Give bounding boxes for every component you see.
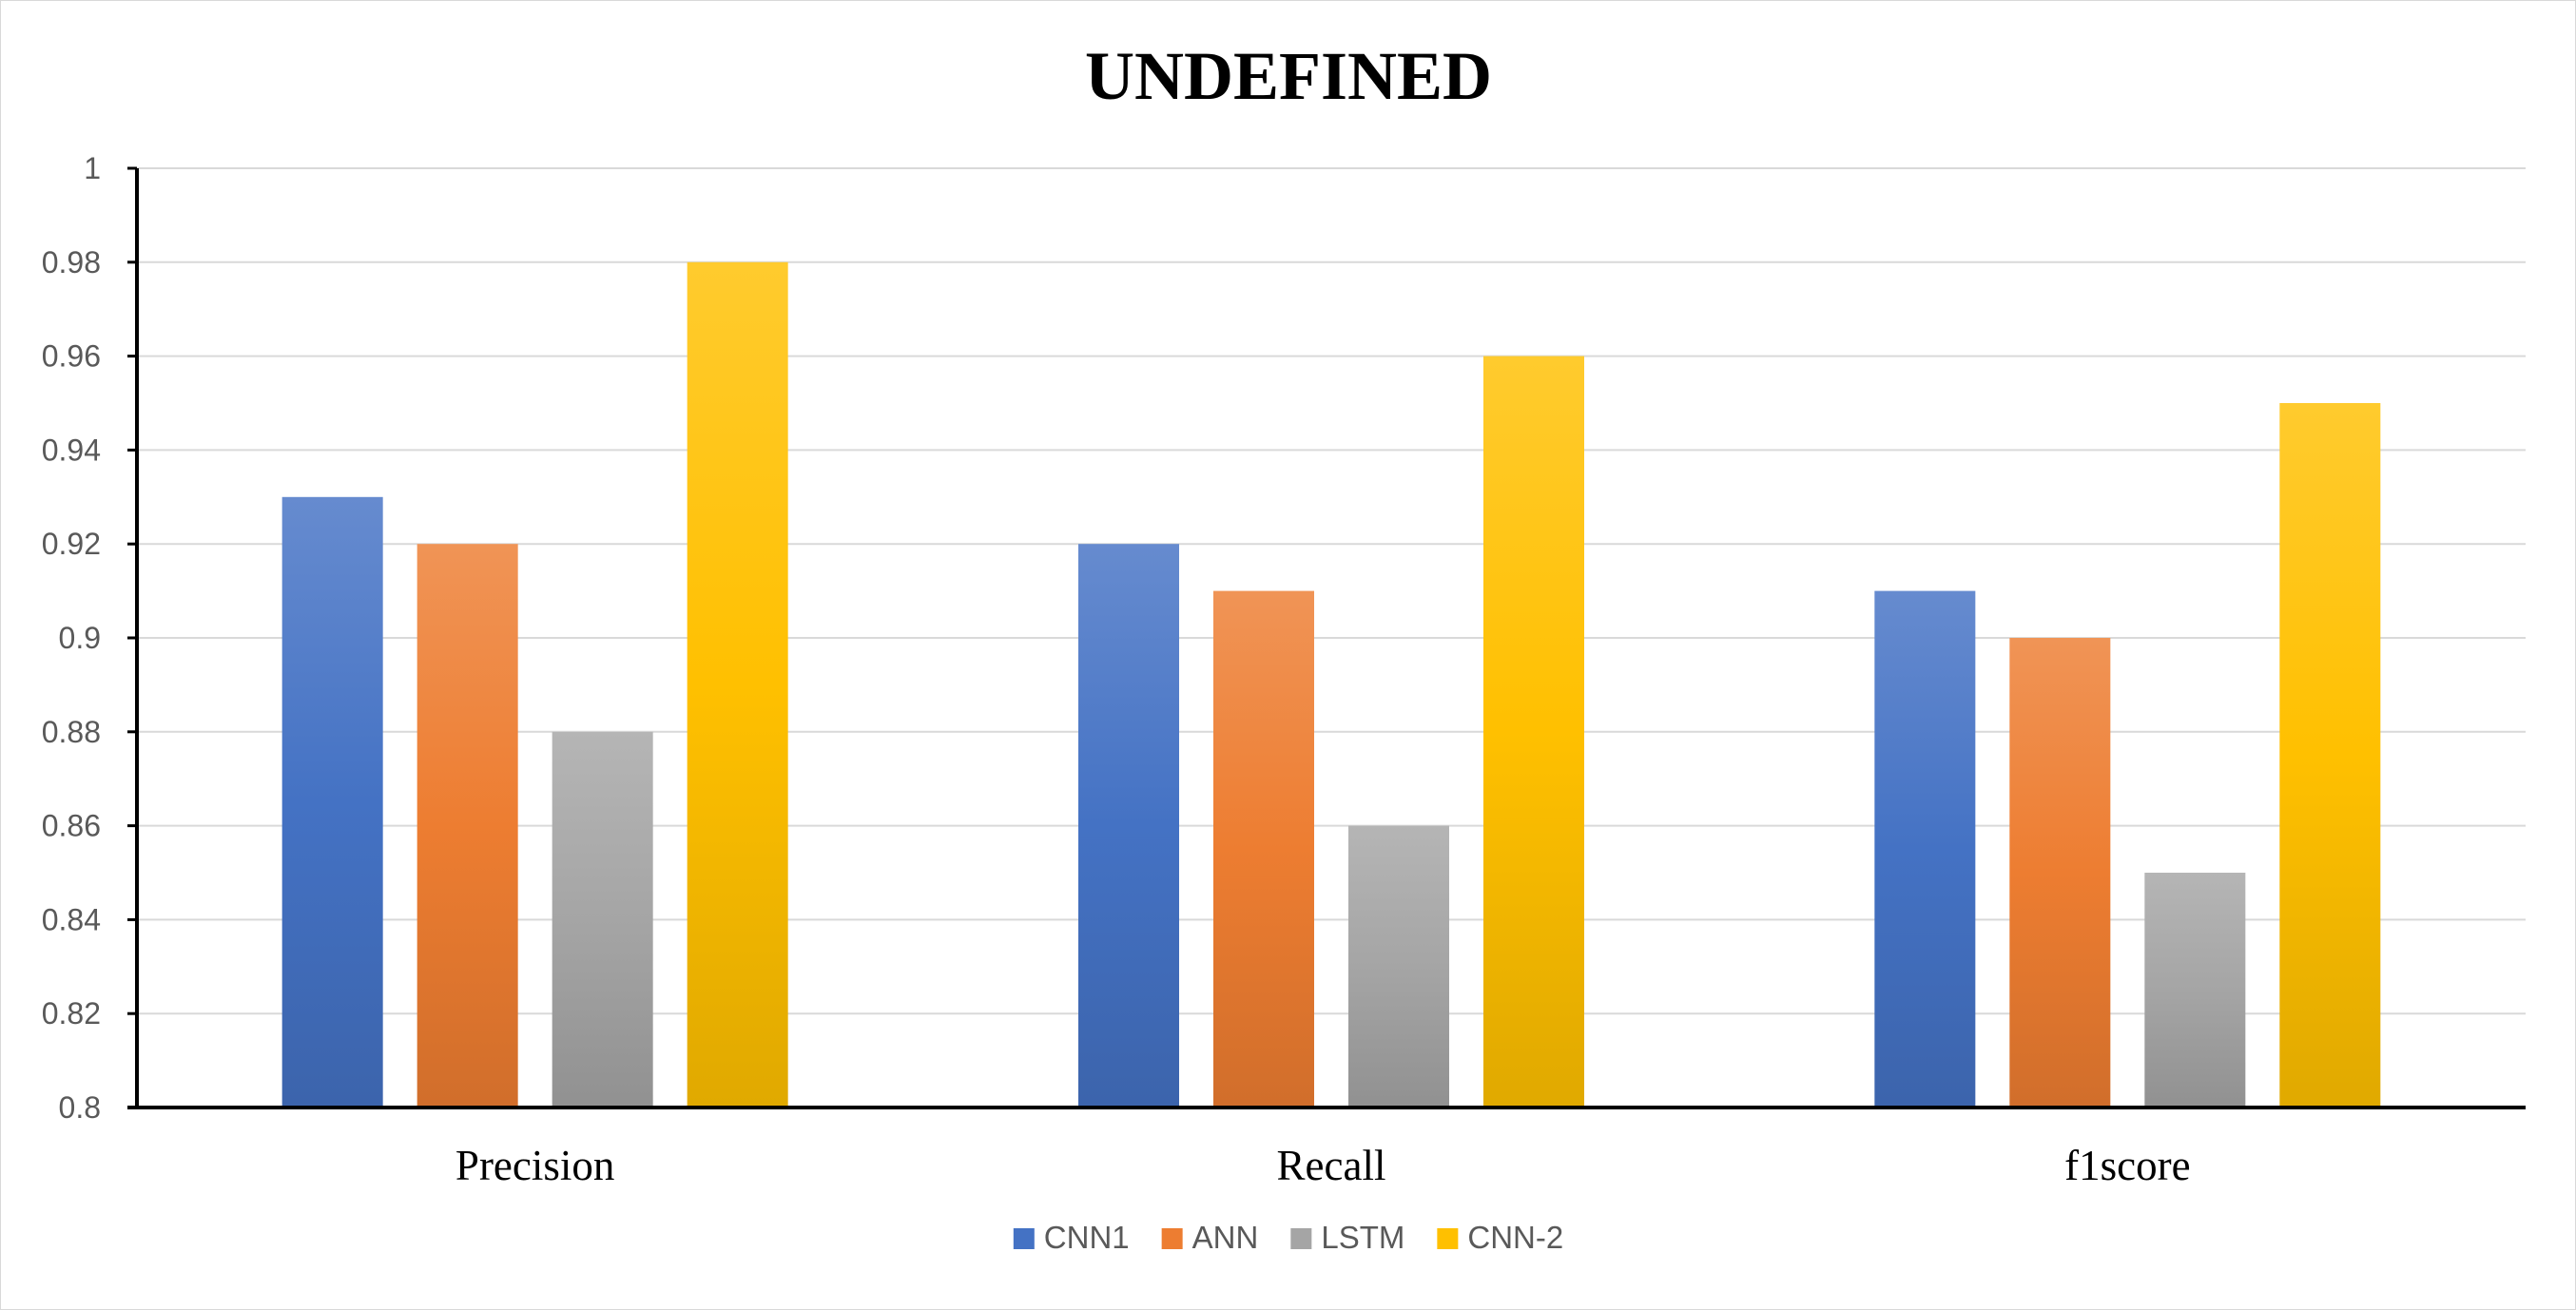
- bar-cnn-2-recall: [1483, 356, 1584, 1108]
- y-tick-label: 0.84: [42, 902, 101, 936]
- bars: [281, 261, 2381, 1108]
- bar-lstm-recall: [1348, 825, 1449, 1108]
- y-tick-label: 0.96: [42, 339, 101, 374]
- legend-item-lstm: LSTM: [1290, 1220, 1404, 1255]
- bar-cnn-2-f1score: [2279, 403, 2381, 1108]
- legend-item-cnn1: CNN1: [1013, 1220, 1130, 1255]
- x-category-label: Precision: [455, 1142, 614, 1189]
- legend-swatch: [1013, 1228, 1035, 1249]
- legend-label: LSTM: [1321, 1220, 1404, 1255]
- chart-title: UNDEFINED: [1085, 38, 1492, 114]
- y-tick-label: 0.88: [42, 715, 101, 749]
- bar-cnn1-recall: [1078, 544, 1179, 1108]
- y-tick-label: 0.98: [42, 245, 101, 279]
- bar-lstm-precision: [552, 731, 653, 1108]
- gridlines: [137, 167, 2526, 1015]
- y-tick-label: 0.8: [59, 1090, 101, 1125]
- bar-cnn-2-precision: [687, 261, 788, 1108]
- bar-lstm-f1score: [2144, 873, 2246, 1108]
- bar-ann-precision: [416, 544, 518, 1108]
- y-tick-label: 0.82: [42, 996, 101, 1031]
- x-category-label: f1score: [2064, 1142, 2190, 1189]
- y-tick-label: 0.92: [42, 527, 101, 561]
- legend-swatch: [1437, 1228, 1459, 1249]
- bar-cnn1-f1score: [1874, 590, 1976, 1108]
- legend: CNN1 ANN LSTM CNN-2: [1013, 1220, 1563, 1255]
- y-tick-label: 0.9: [59, 621, 101, 655]
- legend-item-cnn-2: CNN-2: [1437, 1220, 1563, 1255]
- legend-swatch: [1290, 1228, 1312, 1249]
- legend-swatch: [1161, 1228, 1183, 1249]
- legend-item-ann: ANN: [1161, 1220, 1259, 1255]
- bar-ann-recall: [1213, 590, 1314, 1108]
- bar-ann-f1score: [2009, 638, 2111, 1108]
- y-tick-label: 0.94: [42, 433, 101, 467]
- y-tick-label: 0.86: [42, 809, 101, 843]
- x-axis-labels: Precision Recall f1score: [455, 1142, 2191, 1189]
- axes: [127, 168, 2526, 1109]
- bar-cnn1-precision: [281, 496, 383, 1108]
- legend-label: CNN-2: [1467, 1220, 1563, 1255]
- legend-label: CNN1: [1044, 1220, 1130, 1255]
- x-category-label: Recall: [1277, 1142, 1386, 1189]
- legend-label: ANN: [1192, 1220, 1259, 1255]
- y-tick-label: 1: [84, 151, 101, 185]
- y-axis-ticks: 0.8 0.82 0.84 0.86 0.88 0.9 0.92 0.94 0.96 0.98 1: [42, 151, 137, 1125]
